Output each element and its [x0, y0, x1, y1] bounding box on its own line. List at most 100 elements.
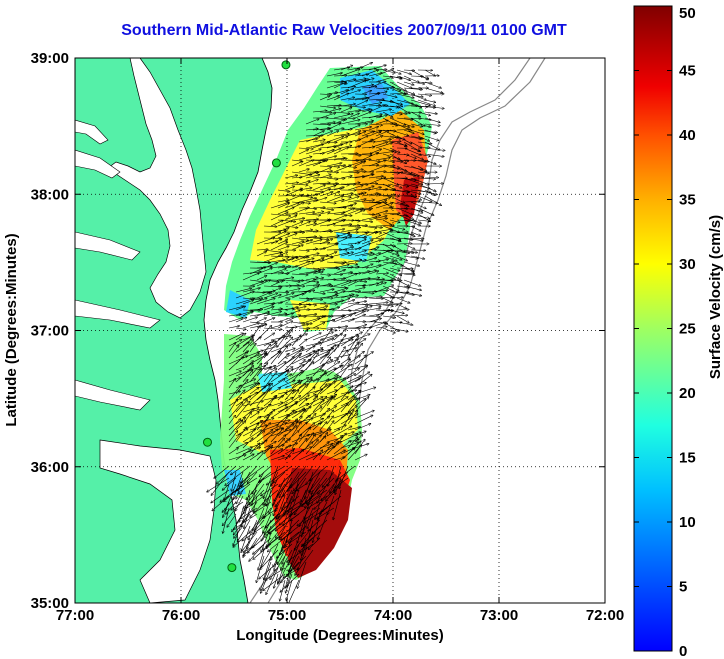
velocity-vector	[396, 189, 409, 193]
velocity-vector	[361, 174, 373, 179]
velocity-vector	[298, 148, 313, 149]
velocity-vector	[326, 82, 346, 89]
velocity-vector	[263, 253, 282, 257]
velocity-vector	[326, 158, 345, 161]
velocity-vector	[298, 150, 308, 155]
velocity-vector	[312, 255, 328, 256]
velocity-vector	[389, 297, 403, 298]
colorbar-label: Surface Velocity (cm/s)	[707, 215, 724, 379]
velocity-vector	[340, 203, 356, 209]
velocity-vector	[382, 237, 401, 240]
velocity-vector	[284, 257, 297, 263]
velocity-vector	[291, 222, 303, 227]
pamlico-sound	[99, 439, 217, 603]
colorbar-tick-label: 40	[679, 127, 696, 144]
velocity-vector	[291, 245, 303, 251]
velocity-vector	[333, 253, 349, 257]
velocity-vector	[389, 219, 400, 222]
velocity-vector	[333, 270, 345, 275]
velocity-vector	[403, 183, 418, 187]
velocity-vector	[347, 80, 366, 89]
velocity-vector	[270, 220, 283, 227]
velocity-vector	[417, 105, 435, 108]
velocity-vector	[410, 111, 420, 117]
velocity-vector	[284, 310, 300, 317]
velocity-vector	[326, 252, 337, 257]
velocity-vector	[340, 89, 353, 95]
velocity-vector	[312, 291, 325, 294]
velocity-vector	[256, 252, 266, 257]
velocity-vector	[235, 298, 255, 305]
velocity-vector	[298, 220, 316, 221]
velocity-vector	[249, 279, 263, 282]
velocity-vector	[298, 298, 309, 299]
velocity-vector	[396, 315, 409, 323]
velocity-vector	[242, 273, 259, 281]
velocity-vector	[305, 175, 320, 179]
velocity-vector	[368, 73, 382, 77]
velocity-vector	[256, 238, 275, 245]
velocity-vector	[298, 262, 314, 269]
velocity-vector	[333, 68, 349, 71]
velocity-vector	[326, 109, 341, 113]
velocity-vector	[305, 285, 319, 287]
velocity-vector	[277, 221, 292, 227]
velocity-vector	[249, 325, 264, 329]
velocity-vector	[389, 159, 402, 162]
velocity-vector	[312, 160, 328, 167]
velocity-vector	[354, 193, 366, 197]
velocity-vector	[263, 311, 281, 317]
velocity-vector	[326, 212, 345, 215]
velocity-vector	[396, 75, 410, 80]
velocity-vector	[368, 159, 380, 162]
velocity-vector	[305, 286, 319, 293]
velocity-vector	[291, 321, 305, 324]
velocity-vector	[263, 307, 274, 311]
colorbar	[633, 5, 673, 652]
velocity-vector	[249, 309, 262, 310]
velocity-vector	[256, 293, 270, 299]
velocity-vector	[305, 267, 320, 270]
velocity-vector	[424, 87, 443, 93]
velocity-vector	[319, 113, 336, 119]
velocity-vector	[417, 165, 427, 171]
velocity-vector	[333, 142, 347, 149]
velocity-vector	[361, 232, 377, 239]
velocity-vector	[284, 266, 298, 269]
velocity-vector	[284, 233, 297, 239]
velocity-vector	[319, 244, 338, 251]
velocity-vector	[340, 247, 354, 251]
velocity-vector	[396, 201, 407, 206]
velocity-vector	[347, 251, 366, 257]
velocity-vector	[270, 242, 288, 251]
velocity-vector	[340, 261, 357, 264]
velocity-vector	[228, 326, 239, 329]
velocity-vector	[382, 243, 398, 253]
velocity-vector	[354, 100, 368, 107]
velocity-vector	[298, 198, 316, 203]
velocity-vector	[382, 249, 399, 255]
velocity-vector	[424, 159, 436, 164]
velocity-vector	[396, 255, 407, 261]
velocity-vector	[375, 158, 390, 161]
velocity-vector	[361, 202, 381, 203]
velocity-vector	[319, 295, 338, 299]
velocity-vector	[319, 202, 336, 203]
velocity-vector	[396, 249, 414, 253]
velocity-vector	[347, 113, 359, 119]
velocity-vector	[305, 179, 318, 185]
velocity-vector	[340, 235, 352, 239]
velocity-vector	[277, 258, 294, 263]
velocity-vector	[333, 90, 348, 95]
velocity-vector	[368, 105, 385, 113]
velocity-vector	[291, 218, 305, 221]
velocity-vector	[340, 252, 353, 257]
x-tick-label: 75:00	[268, 607, 306, 624]
velocity-vector	[424, 123, 440, 126]
radar-site-marker	[281, 60, 291, 70]
velocity-vector	[396, 160, 409, 161]
velocity-vector	[368, 238, 383, 239]
velocity-vector	[319, 128, 331, 131]
velocity-vector	[354, 112, 371, 119]
velocity-vector	[347, 110, 360, 113]
